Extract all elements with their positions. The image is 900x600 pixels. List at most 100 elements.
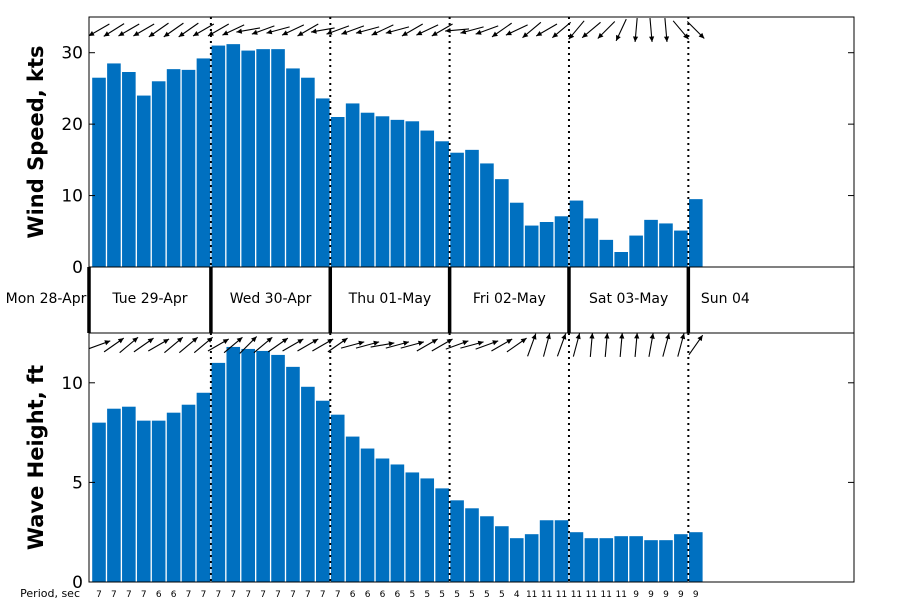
arrow-head bbox=[206, 337, 213, 343]
bar bbox=[674, 534, 688, 582]
direction-arrow bbox=[178, 336, 199, 354]
arrow-head bbox=[582, 32, 588, 38]
arrow-head bbox=[281, 338, 288, 344]
arrow-head bbox=[89, 31, 95, 36]
arrow-head bbox=[341, 338, 348, 344]
arrow-head bbox=[401, 31, 408, 36]
period-value: 9 bbox=[678, 590, 684, 600]
arrow-head bbox=[492, 340, 499, 346]
arrow-head bbox=[445, 27, 451, 34]
direction-arrow bbox=[119, 336, 139, 354]
direction-arrow bbox=[527, 333, 537, 357]
period-value: 7 bbox=[275, 590, 281, 600]
bar bbox=[539, 222, 554, 267]
bar bbox=[181, 69, 196, 267]
period-value: 6 bbox=[380, 590, 386, 600]
arrow-head bbox=[403, 340, 409, 346]
direction-arrow bbox=[416, 338, 438, 352]
direction-arrow bbox=[310, 27, 335, 34]
bar bbox=[360, 448, 375, 582]
arrow-head bbox=[697, 335, 703, 342]
arrow-head bbox=[680, 333, 686, 340]
arrow-head bbox=[222, 30, 229, 36]
bar bbox=[524, 225, 539, 267]
arrow-head bbox=[492, 31, 498, 37]
day-label: Wed 30-Apr bbox=[230, 291, 312, 307]
period-value: 7 bbox=[215, 590, 221, 600]
bar bbox=[420, 478, 435, 582]
bar bbox=[420, 130, 435, 267]
direction-arrow bbox=[340, 340, 365, 349]
wave-height-panel: 0 5 10 Wave Height, ft bbox=[24, 332, 855, 593]
axes-frame bbox=[88, 332, 855, 583]
bar bbox=[92, 422, 106, 582]
direction-arrow bbox=[431, 338, 453, 352]
direction-arrow bbox=[282, 338, 304, 352]
day-label: Tue 29-Apr bbox=[111, 291, 187, 307]
direction-arrow bbox=[327, 337, 348, 353]
arrow-head bbox=[385, 29, 392, 35]
arrow-head bbox=[358, 340, 365, 346]
period-value: 5 bbox=[424, 590, 430, 600]
direction-arrow bbox=[207, 338, 230, 352]
bar bbox=[301, 77, 315, 267]
bar bbox=[211, 45, 226, 267]
arrow-head bbox=[460, 29, 467, 35]
direction-arrow bbox=[401, 23, 423, 37]
arrow-head bbox=[191, 337, 198, 343]
bar bbox=[465, 149, 479, 267]
arrow-head bbox=[575, 333, 581, 340]
arrow-head bbox=[462, 340, 469, 346]
y-tick-label: 0 bbox=[72, 258, 83, 278]
arrow-head bbox=[236, 28, 243, 34]
arrow-head bbox=[522, 32, 529, 38]
bar bbox=[301, 386, 315, 582]
arrow-head bbox=[132, 337, 139, 343]
bar bbox=[405, 121, 420, 267]
arrow-head bbox=[178, 31, 185, 37]
bar bbox=[360, 112, 375, 267]
bar bbox=[689, 199, 703, 267]
bar bbox=[554, 520, 569, 582]
period-value: 5 bbox=[454, 590, 460, 600]
y-tick-label: 10 bbox=[61, 187, 83, 207]
period-value: 7 bbox=[260, 590, 266, 600]
direction-arrow bbox=[207, 23, 230, 37]
period-value: 11 bbox=[615, 590, 626, 600]
direction-arrow bbox=[619, 333, 625, 357]
direction-arrow bbox=[491, 22, 512, 38]
period-value: 7 bbox=[230, 590, 236, 600]
direction-arrow bbox=[522, 21, 542, 39]
arrow-head bbox=[371, 30, 378, 36]
arrow-head bbox=[163, 339, 170, 344]
arrow-head bbox=[634, 333, 640, 339]
arrow-head bbox=[103, 31, 110, 37]
bar bbox=[375, 116, 390, 267]
bar bbox=[435, 488, 449, 582]
direction-arrow bbox=[581, 21, 601, 39]
direction-arrow bbox=[542, 333, 551, 357]
bar bbox=[330, 117, 345, 267]
direction-arrow bbox=[312, 338, 334, 352]
period-value: 7 bbox=[320, 590, 326, 600]
period-value: 7 bbox=[201, 590, 207, 600]
arrow-head bbox=[568, 33, 575, 40]
bars bbox=[92, 44, 703, 267]
period-value: 6 bbox=[395, 590, 401, 600]
direction-arrow bbox=[371, 24, 394, 36]
arrow-head bbox=[266, 337, 273, 343]
arrow-head bbox=[616, 34, 621, 41]
day-label: Sun 04 bbox=[701, 291, 750, 307]
direction-arrow bbox=[597, 21, 616, 39]
period-value: 5 bbox=[499, 590, 505, 600]
direction-arrow bbox=[505, 24, 528, 36]
day-labels: Mon 28-Apr Tue 29-Apr Wed 30-Apr Thu 01-May… bbox=[6, 291, 750, 307]
bar bbox=[495, 179, 509, 267]
arrow-head bbox=[536, 31, 543, 36]
bar bbox=[122, 406, 136, 582]
arrow-head bbox=[506, 339, 513, 344]
bar bbox=[569, 532, 584, 582]
bar bbox=[241, 348, 255, 582]
direction-arrow bbox=[672, 20, 690, 40]
arrow-head bbox=[604, 333, 610, 339]
